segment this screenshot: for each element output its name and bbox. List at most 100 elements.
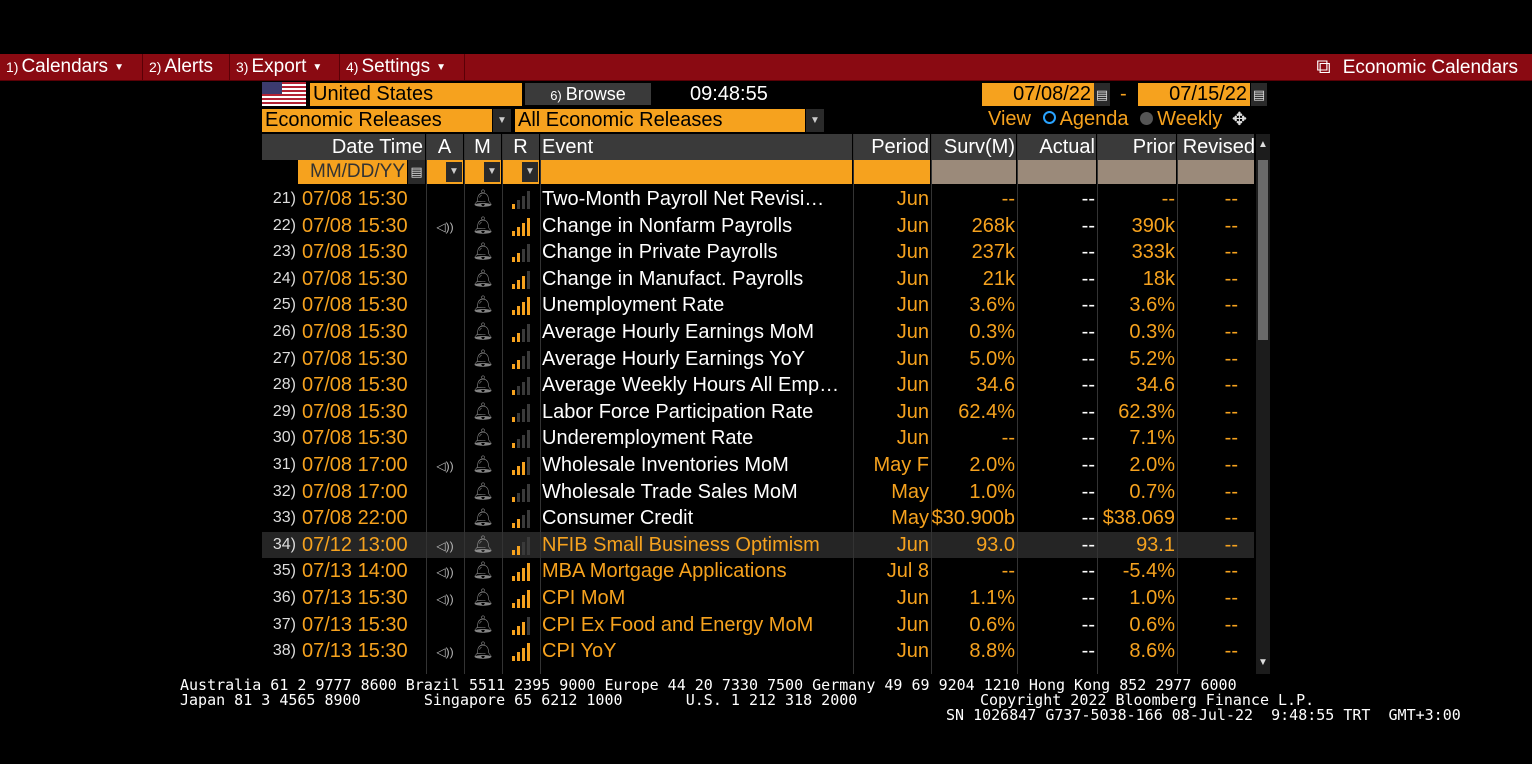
row-event[interactable]: Consumer Credit	[542, 507, 694, 530]
audio-cell[interactable]: ◁))	[426, 532, 464, 559]
header-event[interactable]: Event	[540, 134, 853, 160]
row-datetime[interactable]: 07/08 17:00	[302, 480, 408, 503]
calendar-icon[interactable]: ▤	[1251, 83, 1267, 106]
row-event[interactable]: Change in Nonfarm Payrolls	[542, 214, 793, 237]
table-row[interactable]: 21) 07/08 15:30 🔔︎ Two-Month Payroll Net Re…	[262, 186, 1254, 213]
row-datetime[interactable]: 07/12 13:00	[302, 533, 408, 556]
bell-icon[interactable]: 🔔︎	[472, 322, 494, 341]
row-datetime[interactable]: 07/08 22:00	[302, 507, 408, 530]
row-datetime[interactable]: 07/08 15:30	[302, 347, 408, 370]
agenda-label[interactable]: Agenda	[1059, 108, 1129, 130]
window-title[interactable]: ⧉ Economic Calendars	[1316, 54, 1518, 80]
table-row[interactable]: 37) 07/13 15:30 🔔︎ CPI Ex Food and Energy M…	[262, 612, 1254, 639]
calendar-icon[interactable]: ▤	[408, 160, 426, 184]
audio-cell[interactable]: ◁))	[426, 452, 464, 479]
table-row[interactable]: 28) 07/08 15:30 🔔︎ Average Weekly Hours All…	[262, 372, 1254, 399]
alert-bell[interactable]: 🔔︎	[464, 558, 502, 585]
weekly-label[interactable]: Weekly	[1157, 108, 1223, 130]
alert-bell[interactable]: 🔔︎	[464, 585, 502, 612]
alert-bell[interactable]: 🔔︎	[464, 346, 502, 373]
bell-icon[interactable]: 🔔︎	[472, 215, 494, 235]
bell-icon[interactable]: 🔔︎	[472, 348, 494, 368]
speaker-icon[interactable]: ◁))	[436, 645, 454, 660]
audio-cell[interactable]: ◁))	[426, 585, 464, 612]
settings-menu[interactable]: 4) Settings ▼	[340, 54, 465, 80]
zoom-icon[interactable]: ✥	[1231, 109, 1247, 129]
speaker-icon[interactable]: ◁))	[436, 459, 454, 473]
speaker-icon[interactable]: ◁))	[436, 592, 454, 606]
alert-bell[interactable]: 🔔︎	[464, 319, 502, 346]
alert-bell[interactable]: 🔔︎	[464, 266, 502, 293]
table-row[interactable]: 24) 07/08 15:30 🔔︎ Change in Manufact. Payr…	[262, 266, 1254, 293]
row-datetime[interactable]: 07/08 17:00	[302, 454, 408, 476]
alert-bell[interactable]: 🔔︎	[464, 452, 502, 479]
row-datetime[interactable]: 07/08 15:30	[302, 294, 408, 317]
header-survey[interactable]: Surv(M)	[931, 134, 1017, 160]
header-relevance[interactable]: R	[502, 134, 540, 160]
speaker-icon[interactable]: ◁))	[436, 219, 454, 234]
alert-bell[interactable]: 🔔︎	[464, 612, 502, 639]
header-monitor[interactable]: M	[464, 134, 502, 160]
table-row[interactable]: 27) 07/08 15:30 🔔︎ Average Hourly Earnings …	[262, 346, 1254, 373]
bell-icon[interactable]: 🔔︎	[472, 375, 494, 395]
bell-icon[interactable]: 🔔︎	[472, 295, 494, 315]
event-filter[interactable]	[540, 160, 853, 184]
row-event[interactable]: CPI MoM	[542, 587, 626, 609]
calendars-menu[interactable]: 1) Calendars ▼	[0, 54, 143, 80]
alert-bell[interactable]: 🔔︎	[464, 532, 502, 559]
bell-icon[interactable]: 🔔︎	[472, 588, 494, 607]
row-event[interactable]: Change in Manufact. Payrolls	[542, 267, 804, 290]
row-datetime[interactable]: 07/08 15:30	[302, 427, 408, 450]
row-datetime[interactable]: 07/13 15:30	[302, 613, 408, 636]
alert-bell[interactable]: 🔔︎	[464, 505, 502, 532]
bell-icon[interactable]: 🔔︎	[472, 428, 494, 448]
browse-button[interactable]: 6) Browse	[525, 83, 651, 105]
calendar-icon[interactable]: ▤	[1094, 83, 1110, 106]
audio-cell[interactable]: ◁))	[426, 558, 464, 585]
row-datetime[interactable]: 07/13 15:30	[302, 640, 408, 663]
bell-icon[interactable]: 🔔︎	[472, 242, 494, 262]
table-row[interactable]: 25) 07/08 15:30 🔔︎ Unemployment Rate Jun 3.6%…	[262, 292, 1254, 319]
row-event[interactable]: Average Weekly Hours All Emp…	[542, 374, 840, 397]
row-event[interactable]: Unemployment Rate	[542, 294, 725, 317]
row-datetime[interactable]: 07/08 15:30	[302, 321, 408, 343]
header-datetime[interactable]: Date Time	[262, 134, 426, 160]
row-event[interactable]: CPI YoY	[542, 640, 617, 663]
row-event[interactable]: Wholesale Trade Sales MoM	[542, 480, 798, 503]
bell-icon[interactable]: 🔔︎	[472, 455, 494, 474]
alert-bell[interactable]: 🔔︎	[464, 372, 502, 399]
agenda-radio[interactable]	[1042, 111, 1056, 124]
row-event[interactable]: Wholesale Inventories MoM	[542, 454, 789, 476]
relevance-filter[interactable]: ▼	[502, 160, 540, 184]
table-row[interactable]: 29) 07/08 15:30 🔔︎ Labor Force Participatio…	[262, 399, 1254, 426]
row-datetime[interactable]: 07/08 15:30	[302, 241, 408, 264]
table-row[interactable]: 34) 07/12 13:00 ◁)) 🔔︎ NFIB Small Business O…	[262, 531, 1254, 559]
speaker-icon[interactable]: ◁))	[436, 565, 454, 580]
end-date-field[interactable]: 07/15/22	[1138, 83, 1250, 106]
table-row[interactable]: 22) 07/08 15:30 ◁)) 🔔︎ Change in Nonfarm Pay…	[262, 213, 1254, 240]
row-datetime[interactable]: 07/08 15:30	[302, 400, 408, 423]
row-event[interactable]: NFIB Small Business Optimism	[542, 533, 820, 556]
alert-bell[interactable]: 🔔︎	[464, 638, 502, 665]
category-select[interactable]: Economic Releases	[262, 109, 492, 132]
chevron-down-icon[interactable]: ▼	[493, 109, 511, 132]
chevron-down-icon[interactable]: ▼	[522, 162, 538, 182]
chevron-down-icon[interactable]: ▼	[806, 109, 824, 132]
table-row[interactable]: 26) 07/08 15:30 🔔︎ Average Hourly Earnings …	[262, 319, 1254, 346]
bell-icon[interactable]: 🔔︎	[472, 534, 494, 554]
date-filter-input[interactable]: MM/DD/YY	[298, 160, 408, 184]
scroll-down-icon[interactable]: ▼	[1258, 657, 1268, 668]
weekly-radio[interactable]	[1140, 112, 1154, 125]
row-event[interactable]: Average Hourly Earnings YoY	[542, 347, 806, 370]
row-datetime[interactable]: 07/13 14:00	[302, 560, 408, 583]
table-row[interactable]: 32) 07/08 17:00 🔔︎ Wholesale Trade Sales Mo…	[262, 479, 1254, 506]
audio-cell[interactable]: ◁))	[426, 638, 464, 665]
row-datetime[interactable]: 07/08 15:30	[302, 267, 408, 290]
header-revised[interactable]: Revised	[1182, 136, 1255, 158]
alerts-menu[interactable]: 2) Alerts	[143, 54, 230, 80]
table-row[interactable]: 30) 07/08 15:30 🔔︎ Underemployment Rate Jun -…	[262, 425, 1254, 452]
row-datetime[interactable]: 07/13 15:30	[302, 587, 408, 609]
row-event[interactable]: Underemployment Rate	[542, 427, 754, 450]
header-actual[interactable]: Actual	[1017, 134, 1097, 160]
bell-icon[interactable]: 🔔︎	[472, 401, 494, 421]
